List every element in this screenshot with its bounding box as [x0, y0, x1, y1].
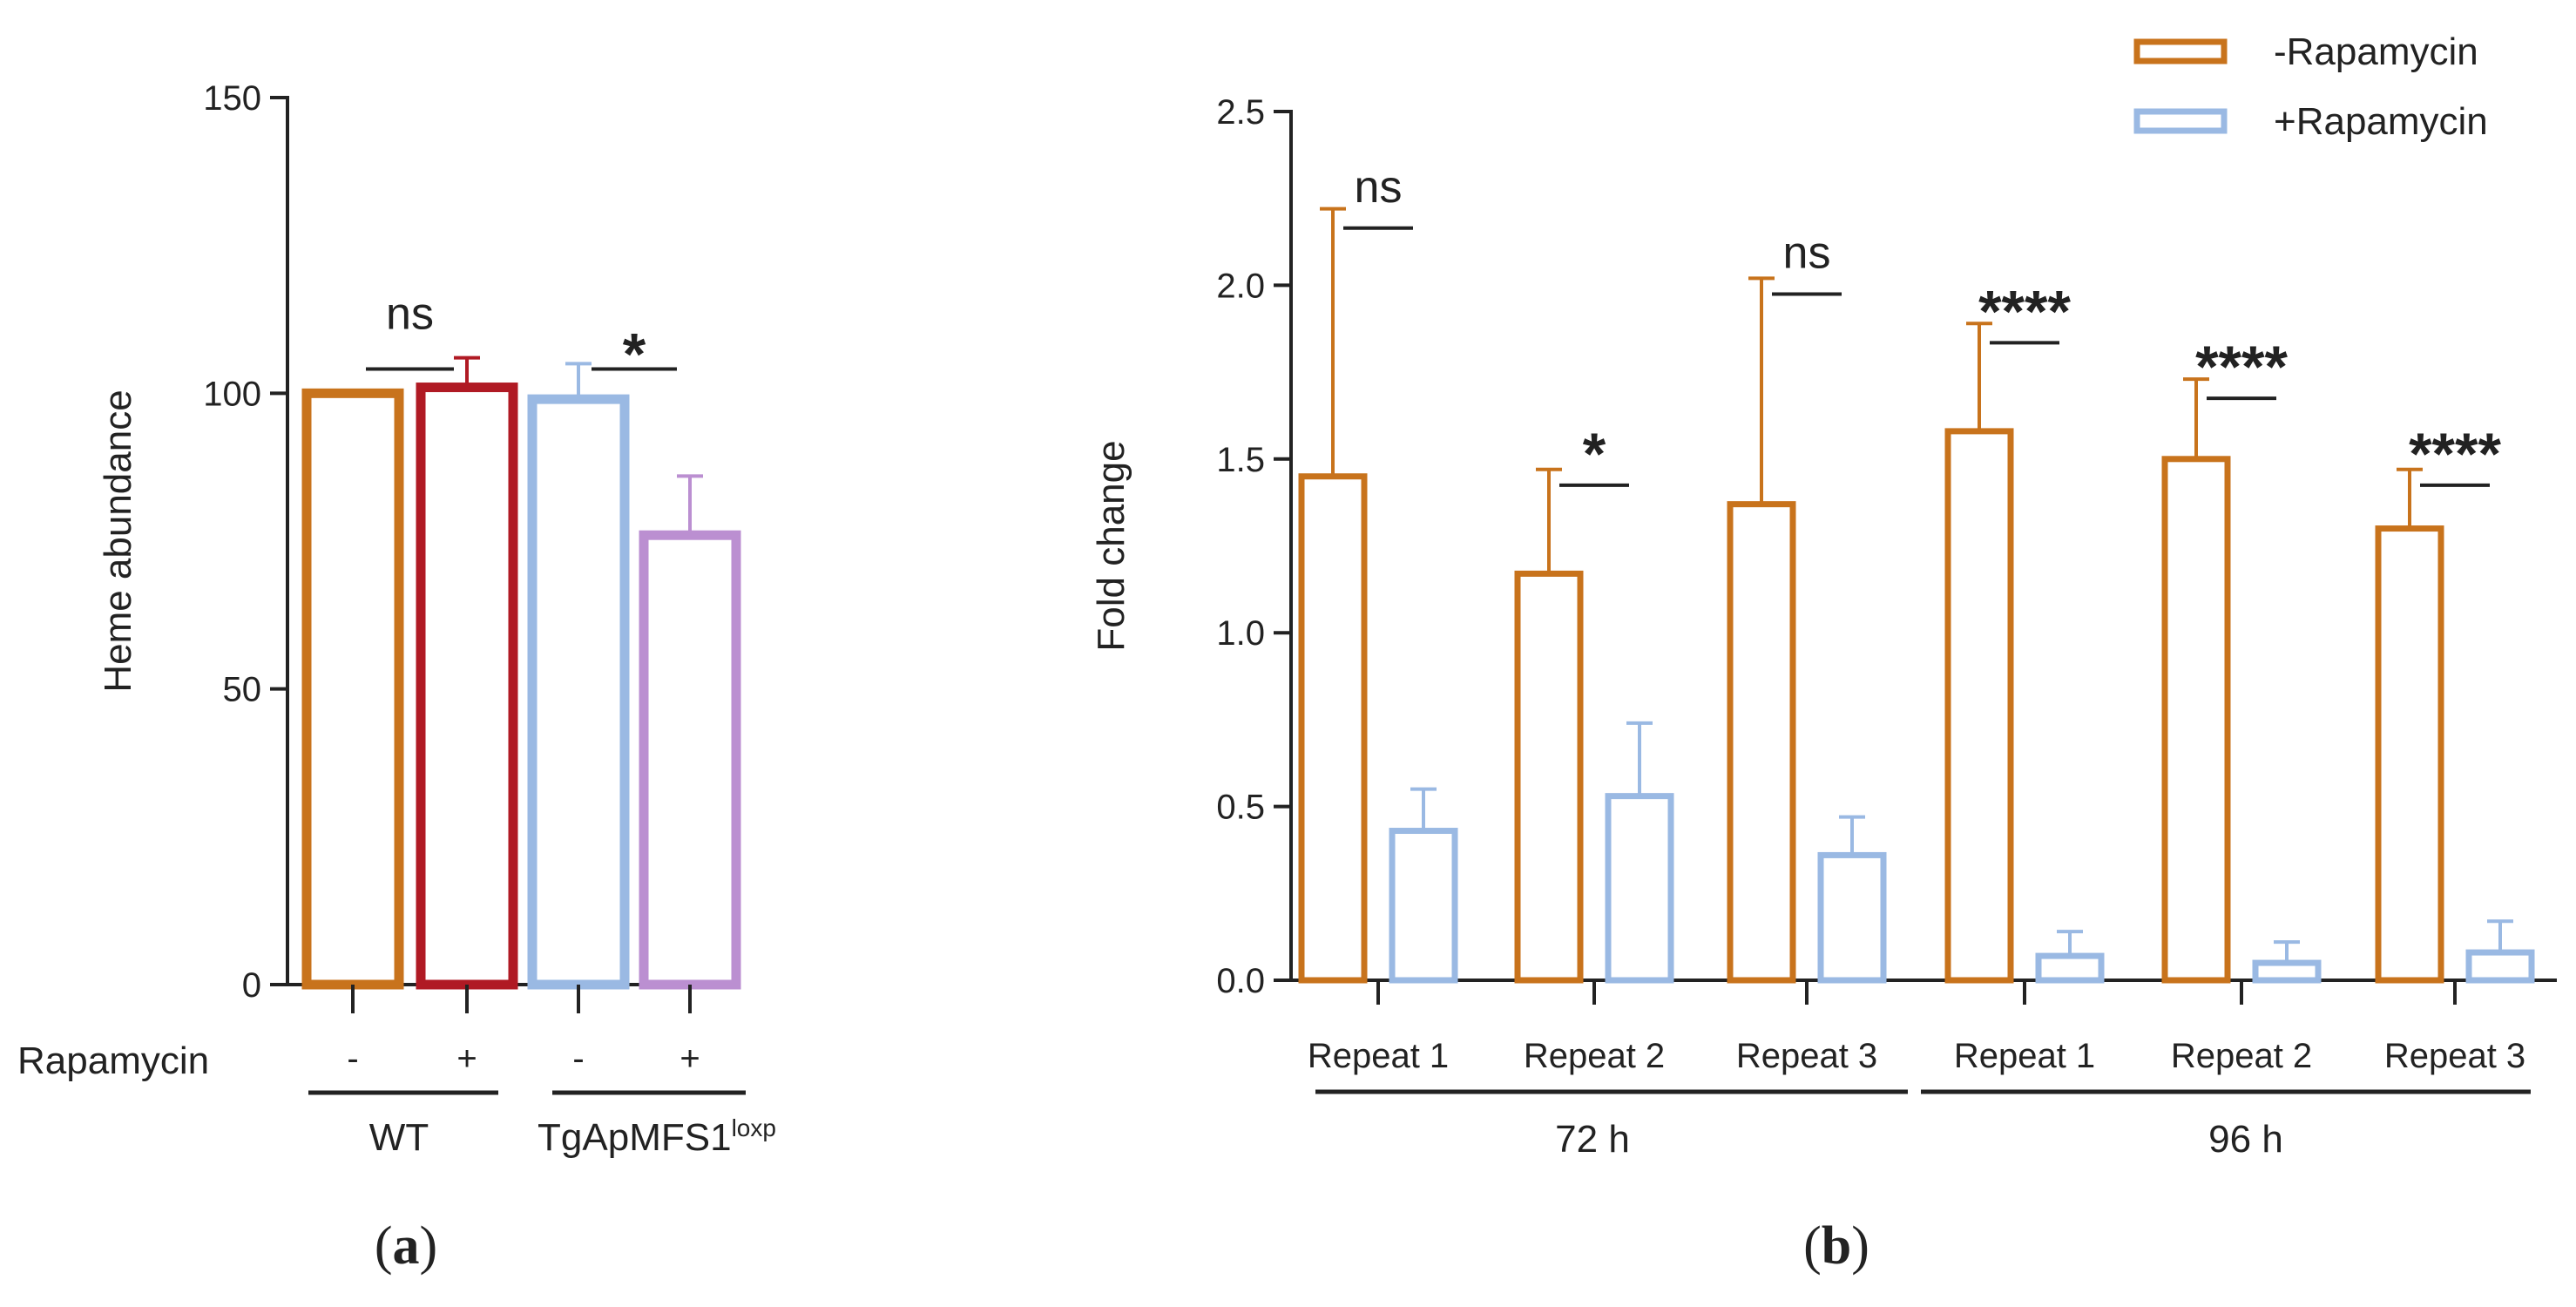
b-sig-label: ns [1783, 228, 1831, 279]
b-y-tick-label: 2.0 [1216, 267, 1265, 305]
a-group-label-tg-main: TgApMFS1 [538, 1116, 732, 1159]
a-panel-label: (a) [375, 1216, 437, 1276]
a-sig-label: * [623, 321, 646, 387]
b-sig-label: * [1583, 421, 1606, 487]
a-group-label-tg: TgApMFS1loxp [538, 1114, 776, 1159]
b-group-label-72h: 72 h [1555, 1118, 1630, 1161]
b-bar [2465, 949, 2535, 984]
b-y-tick-label: 0.0 [1216, 962, 1265, 1000]
a-bar [639, 530, 741, 990]
b-sig-label: ns [1355, 162, 1403, 213]
b-y-tick-label: 1.0 [1216, 614, 1265, 653]
b-y-tick-label: 0.5 [1216, 789, 1265, 827]
b-panel-label-panel_label_open: ( [1803, 1216, 1822, 1276]
a-bar [301, 388, 404, 990]
b-x-tick-label: Repeat 2 [2171, 1037, 2312, 1075]
a-rapamycin-sign: + [679, 1040, 700, 1078]
b-bar [2161, 456, 2231, 984]
b-legend-swatch [2133, 108, 2228, 134]
b-bar [2252, 959, 2322, 984]
b-group-label-96h: 96 h [2208, 1118, 2283, 1161]
a-panel-label-panel_label_open: ( [375, 1216, 393, 1276]
b-panel-label: (b) [1803, 1216, 1869, 1276]
b-panel-label-panel_label_close: ) [1851, 1216, 1869, 1276]
a-panel-label-panel_label_close: ) [420, 1216, 438, 1276]
a-bar [527, 394, 630, 990]
a-y-tick-label: 50 [223, 671, 262, 709]
b-legend-swatch [2133, 38, 2228, 64]
b-bar [1605, 793, 1674, 984]
b-bar [1514, 570, 1584, 984]
b-sig-label: **** [2409, 421, 2501, 487]
b-bar [1389, 828, 1458, 984]
b-x-tick-label: Repeat 2 [1524, 1037, 1665, 1075]
b-y-tick-label: 2.5 [1216, 93, 1265, 132]
b-x-tick-label: Repeat 3 [2384, 1037, 2525, 1075]
b-sig-label: **** [2195, 334, 2288, 400]
a-group-label-wt: WT [369, 1116, 429, 1159]
b-bar [2375, 525, 2444, 984]
b-x-tick-label: Repeat 3 [1736, 1037, 1877, 1075]
b-x-tick-label: Repeat 1 [1308, 1037, 1449, 1075]
a-bar [416, 383, 518, 990]
b-y-axis-label: Fold change [1090, 440, 1132, 651]
b-legend-label: +Rapamycin [2274, 100, 2488, 143]
b-legend-label: -Rapamycin [2274, 30, 2478, 73]
a-sig-label: ns [386, 288, 434, 339]
a-rapamycin-sign: - [572, 1040, 584, 1078]
b-panel-label-panel_letter: b [1822, 1216, 1851, 1276]
b-bar [1944, 428, 2014, 984]
a-y-tick-label: 0 [242, 966, 261, 1005]
b-bar [1727, 501, 1796, 984]
a-y-tick-label: 100 [203, 375, 261, 413]
a-rapamycin-label: Rapamycin [17, 1040, 209, 1082]
a-y-tick-label: 150 [203, 79, 261, 118]
a-rapamycin-sign: + [456, 1040, 477, 1078]
b-y-tick-label: 1.5 [1216, 441, 1265, 479]
b-x-tick-label: Repeat 1 [1954, 1037, 2095, 1075]
b-bar [1298, 473, 1368, 984]
b-bar [2035, 952, 2105, 984]
a-panel-label-panel_letter: a [393, 1216, 420, 1276]
a-rapamycin-sign: - [347, 1040, 358, 1078]
a-y-axis-label: Heme abundance [97, 389, 139, 692]
b-sig-label: **** [1978, 278, 2071, 344]
a-group-label-tg-sup: loxp [732, 1114, 776, 1141]
b-bar [1817, 851, 1887, 984]
